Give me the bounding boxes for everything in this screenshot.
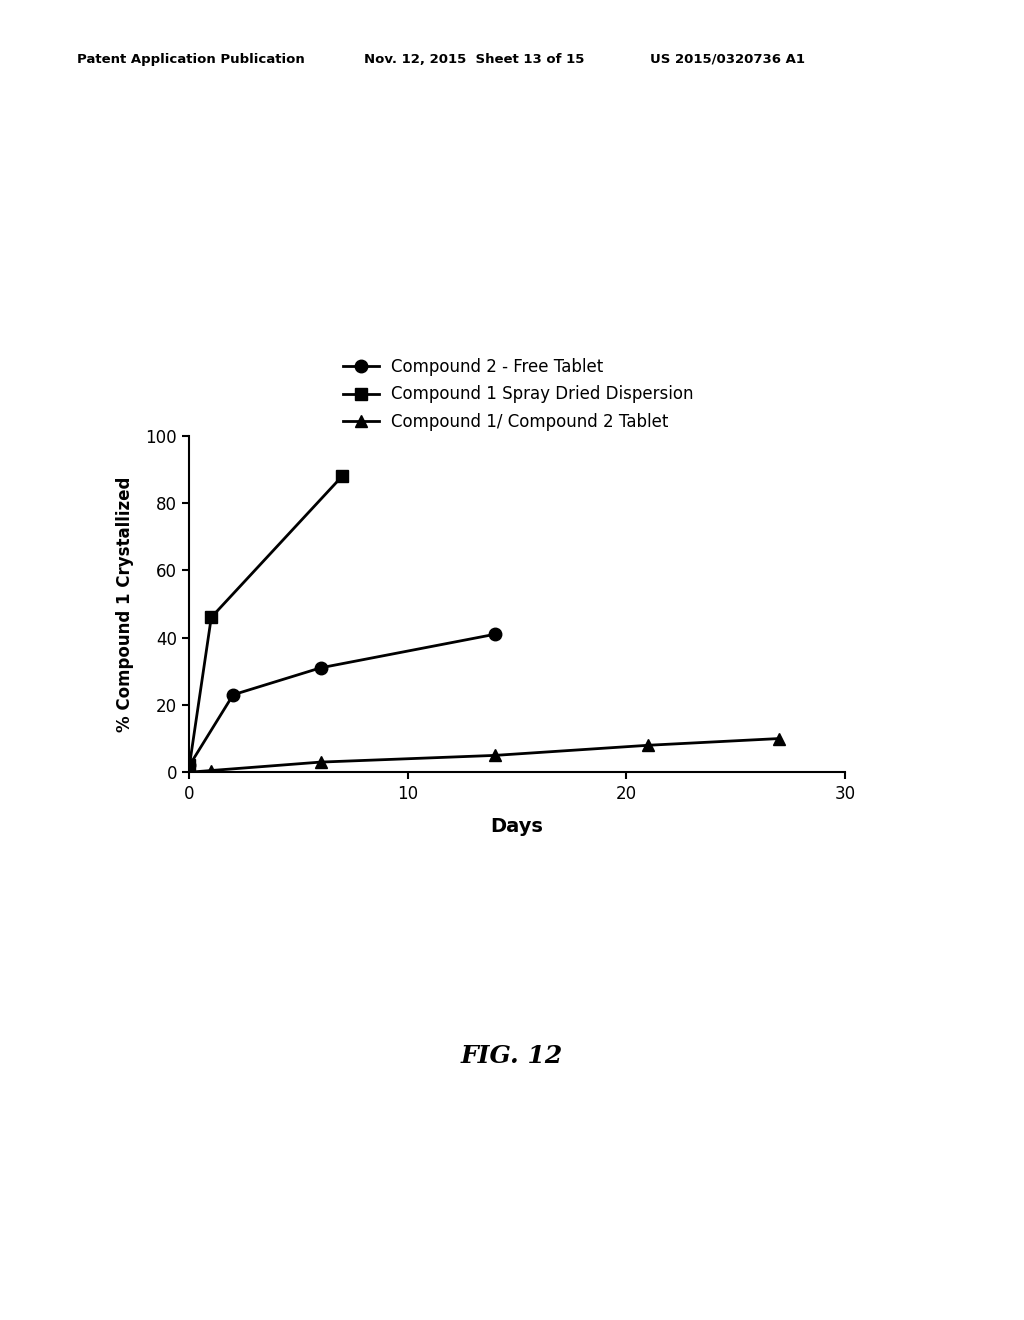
Text: US 2015/0320736 A1: US 2015/0320736 A1	[650, 53, 805, 66]
Text: Nov. 12, 2015  Sheet 13 of 15: Nov. 12, 2015 Sheet 13 of 15	[364, 53, 584, 66]
Compound 1 Spray Dried Dispersion	[336, 469, 348, 484]
Compound 1 Spray Dried Dispersion	[183, 758, 196, 774]
Compound 1/ Compound 2 Tablet	[205, 763, 217, 779]
Line: Compound 2 - Free Tablet: Compound 2 - Free Tablet	[183, 628, 502, 772]
Compound 1/ Compound 2 Tablet	[183, 764, 196, 780]
X-axis label: Days: Days	[490, 817, 544, 836]
Text: Patent Application Publication: Patent Application Publication	[77, 53, 304, 66]
Compound 2 - Free Tablet	[489, 626, 502, 642]
Text: FIG. 12: FIG. 12	[461, 1044, 563, 1068]
Line: Compound 1 Spray Dried Dispersion: Compound 1 Spray Dried Dispersion	[183, 470, 348, 772]
Compound 1/ Compound 2 Tablet	[314, 754, 327, 770]
Line: Compound 1/ Compound 2 Tablet: Compound 1/ Compound 2 Tablet	[183, 733, 785, 779]
Compound 1 Spray Dried Dispersion	[205, 610, 217, 626]
Compound 2 - Free Tablet	[227, 686, 240, 702]
Compound 1/ Compound 2 Tablet	[773, 731, 785, 747]
Compound 2 - Free Tablet	[183, 758, 196, 774]
Compound 1/ Compound 2 Tablet	[642, 738, 654, 754]
Compound 2 - Free Tablet	[314, 660, 327, 676]
Y-axis label: % Compound 1 Crystallized: % Compound 1 Crystallized	[116, 477, 134, 731]
Compound 1/ Compound 2 Tablet	[489, 747, 502, 763]
Legend: Compound 2 - Free Tablet, Compound 1 Spray Dried Dispersion, Compound 1/ Compoun: Compound 2 - Free Tablet, Compound 1 Spr…	[336, 351, 700, 437]
